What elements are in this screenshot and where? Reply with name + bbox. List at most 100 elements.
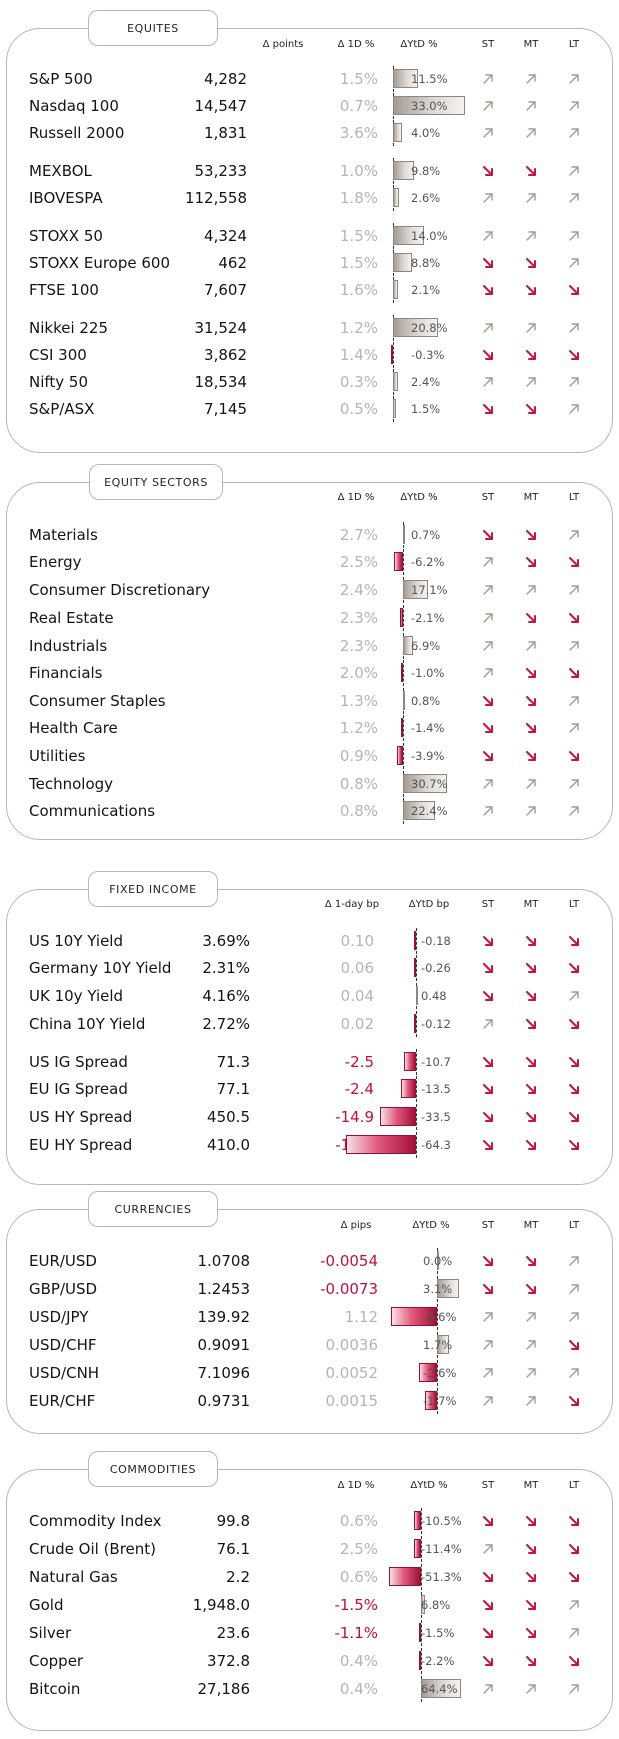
commodities-row: Silver 23.6 -1.1% -1.5% (7, 1620, 612, 1646)
currencies-ytd-label: 0.0% (423, 1254, 453, 1268)
fixed-income-ytd-label: 0.48 (421, 989, 447, 1003)
commodities-row-value: 2.2 (226, 1568, 250, 1586)
equities-row: MEXBOL 53,233 1.0% 9.8% (7, 158, 612, 184)
fixed-income-row-change: 0.04 (340, 987, 374, 1005)
equity-sectors-row-name: Real Estate (29, 609, 114, 627)
fixed-income-ytd-axis (416, 928, 417, 954)
equities-row: Nasdaq 100 14,547 0.7% 33.0% (7, 93, 612, 119)
fixed-income-ytd-bar (414, 931, 416, 950)
equity-sectors-ytd-label: 0.8% (411, 694, 441, 708)
equities-ytd-bar (393, 399, 397, 418)
equities-ytd-bar (393, 280, 398, 299)
equity-sectors-row: Financials 2.0% -1.0% (7, 660, 612, 686)
equity-sectors-row-name: Consumer Staples (29, 692, 166, 710)
currencies-row-change: 0.0036 (325, 1336, 379, 1354)
equities-row: FTSE 100 7,607 1.6% 2.1% (7, 277, 612, 303)
equity-sectors-ytd-bar (401, 663, 403, 682)
equities-row-name: Nasdaq 100 (29, 97, 119, 115)
fixed-income-row-value: 77.1 (216, 1080, 250, 1098)
fixed-income-ytd-label: -10.7 (421, 1055, 451, 1069)
fixed-income-row: China 10Y Yield 2.72% 0.02 -0.12 (7, 1011, 612, 1037)
commodities-row-value: 27,186 (197, 1680, 251, 1698)
arrow-up-right-icon (481, 666, 495, 680)
currencies-row-value: 1.0708 (197, 1252, 251, 1270)
equity-sectors-row-name: Energy (29, 553, 82, 571)
equities-ytd-bar (391, 345, 393, 364)
currencies-row-name: USD/JPY (29, 1308, 89, 1326)
arrow-down-right-icon (481, 164, 495, 178)
currencies-ytd-bar (391, 1307, 437, 1326)
equities-title: EQUITES (88, 10, 218, 46)
arrow-down-right-icon (567, 1542, 581, 1556)
currencies-row: EUR/USD 1.0708 -0.0054 0.0% (7, 1248, 612, 1274)
arrow-down-right-icon (524, 1282, 538, 1296)
commodities-row-change: 0.6% (339, 1568, 378, 1586)
currencies-row-change: -0.0054 (320, 1252, 378, 1270)
arrow-up-right-icon (481, 375, 495, 389)
equity-sectors-ytd-bar (397, 746, 403, 765)
arrow-up-right-icon (481, 1394, 495, 1408)
arrow-down-right-icon (567, 1654, 581, 1668)
equities-row: STOXX Europe 600 462 1.5% 8.8% (7, 250, 612, 276)
equities-ytd-label: 14.0% (411, 229, 448, 243)
arrow-up-right-icon (567, 1682, 581, 1696)
arrow-up-right-icon (567, 721, 581, 735)
arrow-down-right-icon (567, 555, 581, 569)
fixed-income-row-name: China 10Y Yield (29, 1015, 146, 1033)
fixed-income-ytd-axis (416, 1049, 417, 1075)
equity-sectors-header-ytd: ΔYtD % (400, 492, 438, 503)
equities-row-change: 1.2% (339, 319, 378, 337)
fixed-income-row: EU IG Spread 77.1 -2.4 -13.5 (7, 1076, 612, 1102)
fixed-income-row-change: -14.9 (335, 1108, 374, 1126)
commodities-ytd-label: -11.4% (421, 1542, 462, 1556)
equities-row-value: 112,558 (184, 189, 247, 207)
equities-ytd-axis (393, 342, 394, 368)
equities-row: S&P/ASX 7,145 0.5% 1.5% (7, 396, 612, 422)
equity-sectors-row-change: 2.0% (339, 664, 378, 682)
currencies-row-value: 7.1096 (197, 1364, 251, 1382)
arrow-down-right-icon (567, 1082, 581, 1096)
arrow-down-right-icon (567, 961, 581, 975)
arrow-down-right-icon (524, 934, 538, 948)
arrow-up-right-icon (567, 229, 581, 243)
commodities-header-lt: LT (568, 1480, 580, 1491)
arrow-up-right-icon (567, 1310, 581, 1324)
equity-sectors-row: Energy 2.5% -6.2% (7, 549, 612, 575)
arrow-down-right-icon (567, 611, 581, 625)
commodities-ytd-axis (421, 1620, 422, 1646)
equities-ytd-bar (393, 253, 413, 272)
equities-row-value: 3,862 (204, 346, 247, 364)
equities-row-change: 3.6% (339, 124, 378, 142)
fixed-income-header-st: ST (481, 899, 495, 910)
commodities-row-change: 0.6% (339, 1512, 378, 1530)
equity-sectors-row-change: 2.3% (339, 609, 378, 627)
commodities-ytd-bar (389, 1567, 421, 1586)
currencies-row-value: 1.2453 (197, 1280, 251, 1298)
currencies-ytd-axis (437, 1360, 438, 1386)
arrow-up-right-icon (567, 72, 581, 86)
fixed-income-ytd-label: -0.26 (421, 961, 451, 975)
arrow-down-right-icon (524, 1598, 538, 1612)
fixed-income-row: US IG Spread 71.3 -2.5 -10.7 (7, 1049, 612, 1075)
equity-sectors-ytd-axis (403, 660, 404, 686)
currencies-header-d1: Δ pips (340, 1220, 372, 1231)
commodities-row-value: 372.8 (207, 1652, 250, 1670)
fixed-income-title: FIXED INCOME (88, 871, 218, 907)
commodities-ytd-label: -1.5% (421, 1626, 455, 1640)
arrow-up-right-icon (567, 321, 581, 335)
equity-sectors-row-name: Consumer Discretionary (29, 581, 211, 599)
arrow-down-right-icon (567, 348, 581, 362)
arrow-down-right-icon (524, 555, 538, 569)
equities-row-value: 18,534 (194, 373, 248, 391)
equities-row-change: 1.5% (339, 254, 378, 272)
fixed-income-panel: Δ 1-day bp ΔYtD bp ST MT LT US 10Y Yield 3.69%… (6, 889, 613, 1185)
commodities-title: COMMODITIES (88, 1451, 218, 1487)
fixed-income-row-change: -2.5 (344, 1053, 374, 1071)
arrow-down-right-icon (481, 1514, 495, 1528)
fixed-income-row-change: -2.4 (344, 1080, 374, 1098)
equity-sectors-ytd-axis (403, 549, 404, 575)
arrow-down-right-icon (524, 402, 538, 416)
currencies-row-value: 0.9091 (197, 1336, 251, 1354)
equities-row-name: FTSE 100 (29, 281, 99, 299)
commodities-ytd-axis (421, 1564, 422, 1590)
